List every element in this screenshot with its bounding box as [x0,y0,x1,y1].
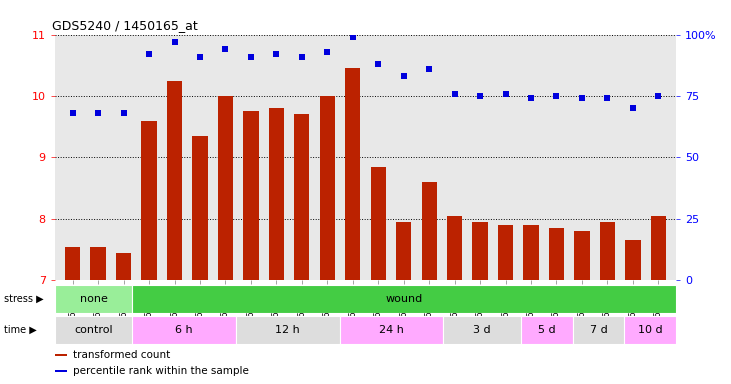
Point [653,93,664,99]
Text: 24 h: 24 h [379,325,404,335]
Text: wound: wound [386,294,423,304]
Point [143,51,155,57]
Point [92,110,104,116]
Bar [167,81,182,280]
Bar [65,247,80,280]
Bar [624,316,676,344]
Text: 10 d: 10 d [638,325,662,335]
Text: 7 d: 7 d [590,325,607,335]
Bar [447,216,462,280]
Bar [141,121,156,280]
Bar [218,96,233,280]
Text: control: control [75,325,113,335]
Point [525,95,537,101]
Text: percentile rank within the sample: percentile rank within the sample [73,366,249,376]
Point [347,34,359,40]
Point [627,105,639,111]
Point [449,91,461,97]
Bar [371,167,386,280]
Text: 6 h: 6 h [175,325,193,335]
Bar [549,228,564,280]
Point [500,91,512,97]
Point [67,110,78,116]
Bar [651,216,666,280]
Point [372,61,384,67]
Bar [599,222,615,280]
Bar [625,240,640,280]
Bar [55,370,67,372]
Text: GDS5240 / 1450165_at: GDS5240 / 1450165_at [52,19,197,32]
Point [194,54,206,60]
Bar [443,316,520,344]
Point [169,39,181,45]
Point [550,93,562,99]
Point [423,66,435,72]
Bar [243,111,259,280]
Bar [132,285,676,313]
Point [576,95,588,101]
Text: stress ▶: stress ▶ [4,294,43,304]
Bar [498,225,513,280]
Bar [91,247,106,280]
Text: none: none [80,294,107,304]
Bar [116,253,132,280]
Point [245,54,257,60]
Text: 5 d: 5 d [538,325,556,335]
Bar [55,354,67,356]
Text: time ▶: time ▶ [4,325,37,335]
Bar [521,316,572,344]
Point [118,110,129,116]
Bar [192,136,208,280]
Bar [345,68,360,280]
Point [398,73,409,79]
Bar [422,182,437,280]
Bar [132,316,236,344]
Point [474,93,486,99]
Text: 12 h: 12 h [276,325,300,335]
Bar [523,225,539,280]
Point [296,54,308,60]
Point [270,51,282,57]
Bar [294,114,309,280]
Point [602,95,613,101]
Bar [55,285,132,313]
Bar [572,316,624,344]
Bar [236,316,340,344]
Bar [575,231,590,280]
Bar [269,108,284,280]
Bar [472,222,488,280]
Bar [396,222,412,280]
Text: 3 d: 3 d [473,325,491,335]
Bar [340,316,443,344]
Point [219,46,231,52]
Bar [319,96,335,280]
Bar [55,316,132,344]
Text: transformed count: transformed count [73,350,171,360]
Point [322,49,333,55]
